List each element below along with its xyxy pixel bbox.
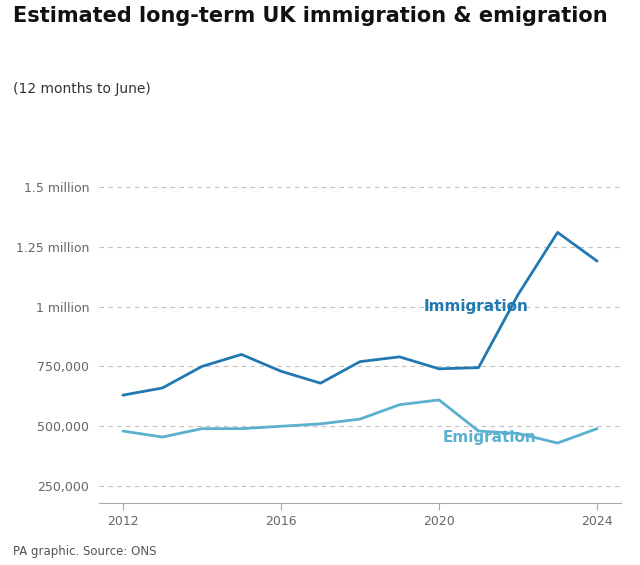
Text: PA graphic. Source: ONS: PA graphic. Source: ONS xyxy=(13,545,156,558)
Text: Emigration: Emigration xyxy=(443,429,537,445)
Text: Immigration: Immigration xyxy=(423,299,528,314)
Text: (12 months to June): (12 months to June) xyxy=(13,82,150,96)
Text: Estimated long-term UK immigration & emigration: Estimated long-term UK immigration & emi… xyxy=(13,6,607,25)
